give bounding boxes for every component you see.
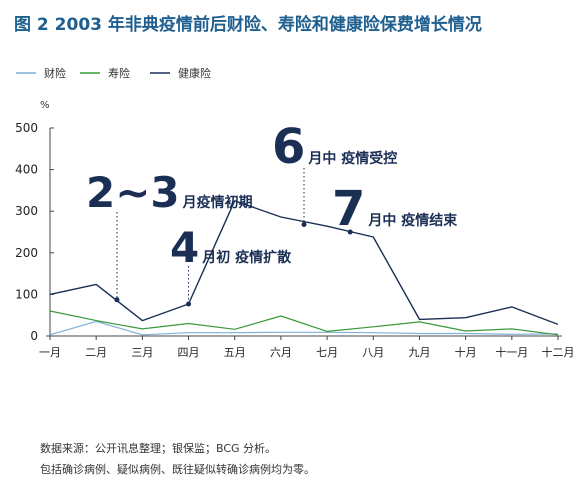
x-tick-label: 三月 [131, 346, 153, 359]
annotation-marker [347, 229, 353, 235]
x-tick-label: 一月 [39, 346, 61, 359]
x-tick-label: 二月 [85, 346, 107, 359]
annotation-label: 6 月中 疫情受控 [272, 119, 397, 175]
x-tick-label: 十二月 [542, 345, 575, 359]
annotation-number: 6 [272, 119, 305, 175]
annotation-number: 7 [332, 181, 365, 237]
annotation-label: 7 月中 疫情结束 [332, 181, 458, 237]
series-line-0 [49, 320, 559, 336]
annotation-number: 2~3 [86, 168, 180, 217]
annotation-label: 4 月初 疫情扩散 [170, 223, 292, 272]
y-tick-label: 200 [15, 246, 38, 260]
annotation-text: 月中 疫情受控 [307, 150, 397, 167]
annotation-text: 月疫情初期 [182, 194, 253, 211]
x-tick-label: 七月 [316, 346, 338, 359]
legend: 财险 寿险 健康险 [16, 66, 211, 80]
annotation-marker [301, 222, 307, 228]
annotations: 2~3 月疫情初期 4 月初 疫情扩散 6 月中 疫情受控 7 月中 疫情结束 [86, 119, 458, 307]
y-tick-label: 400 [15, 163, 38, 177]
annotation-marker [186, 301, 192, 307]
plot-lines [49, 200, 559, 336]
legend-label: 寿险 [108, 66, 130, 80]
annotation-number: 4 [170, 223, 199, 272]
annotation-marker [114, 297, 120, 303]
annotation-text: 月初 疫情扩散 [201, 249, 292, 266]
y-tick-label: 0 [30, 329, 38, 343]
y-tick-label: 500 [15, 121, 38, 135]
chart-title: 图 2 2003 年非典疫情前后财险、寿险和健康险保费增长情况 [14, 14, 482, 35]
series-line-2 [49, 200, 559, 326]
legend-label: 健康险 [178, 66, 211, 80]
annotation-text: 月中 疫情结束 [367, 212, 458, 229]
y-tick-label: 100 [15, 287, 38, 301]
x-tick-label: 十月 [455, 345, 477, 359]
x-tick-label: 六月 [270, 346, 292, 359]
series-line-1 [49, 310, 559, 336]
x-tick-label: 九月 [408, 346, 430, 359]
x-axis: 一月 二月 三月 四月 五月 六月 七月 八月 九月 十月 十一月 十二月 [39, 335, 575, 359]
footnote: 包括确诊病例、疑似病例、既往疑似转确诊病例均为零。 [40, 462, 315, 476]
annotation-label: 2~3 月疫情初期 [86, 168, 253, 217]
x-tick-label: 五月 [224, 346, 246, 359]
y-tick-label: 300 [15, 204, 38, 218]
x-tick-label: 四月 [178, 346, 200, 359]
x-tick-label: 十一月 [495, 345, 528, 359]
y-axis-unit: % [40, 100, 50, 111]
x-tick-label: 八月 [362, 346, 384, 359]
source-note: 数据来源：公开讯息整理；银保监；BCG 分析。 [40, 441, 276, 455]
y-axis: 0 100 200 300 400 500 [15, 121, 54, 343]
legend-label: 财险 [44, 66, 66, 80]
